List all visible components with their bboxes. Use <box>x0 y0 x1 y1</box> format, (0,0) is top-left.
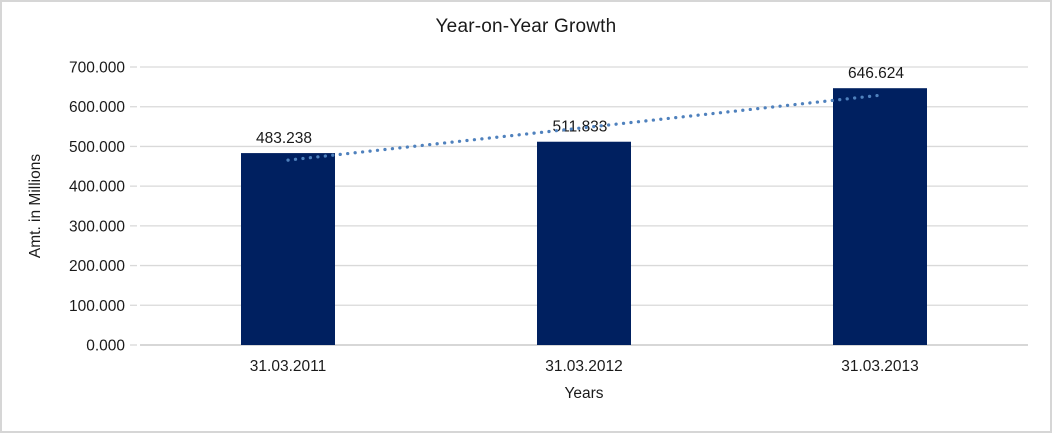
bar <box>833 88 927 345</box>
chart-title: Year-on-Year Growth <box>435 16 617 37</box>
y-tick-label: 200.000 <box>69 258 125 275</box>
bar <box>241 153 335 345</box>
x-tick-label: 31.03.2012 <box>545 358 623 375</box>
y-tick-label: 600.000 <box>69 99 125 116</box>
bar-data-label: 483.238 <box>256 130 312 147</box>
x-tick-label: 31.03.2011 <box>250 358 326 375</box>
y-axis-title: Amt. in Millions <box>27 154 44 258</box>
bar <box>537 141 631 345</box>
trendline <box>286 93 882 162</box>
y-tick-label: 100.000 <box>69 298 125 315</box>
y-tick-label: 400.000 <box>69 179 125 196</box>
bar-data-label: 646.624 <box>848 65 904 82</box>
y-tick-label: 700.000 <box>69 60 125 77</box>
x-tick-label: 31.03.2013 <box>841 358 919 375</box>
x-axis-title: Years <box>564 385 603 402</box>
y-tick-label: 300.000 <box>69 218 125 235</box>
y-tick-label: 500.000 <box>69 139 125 156</box>
y-tick-label: 0.000 <box>86 338 125 355</box>
